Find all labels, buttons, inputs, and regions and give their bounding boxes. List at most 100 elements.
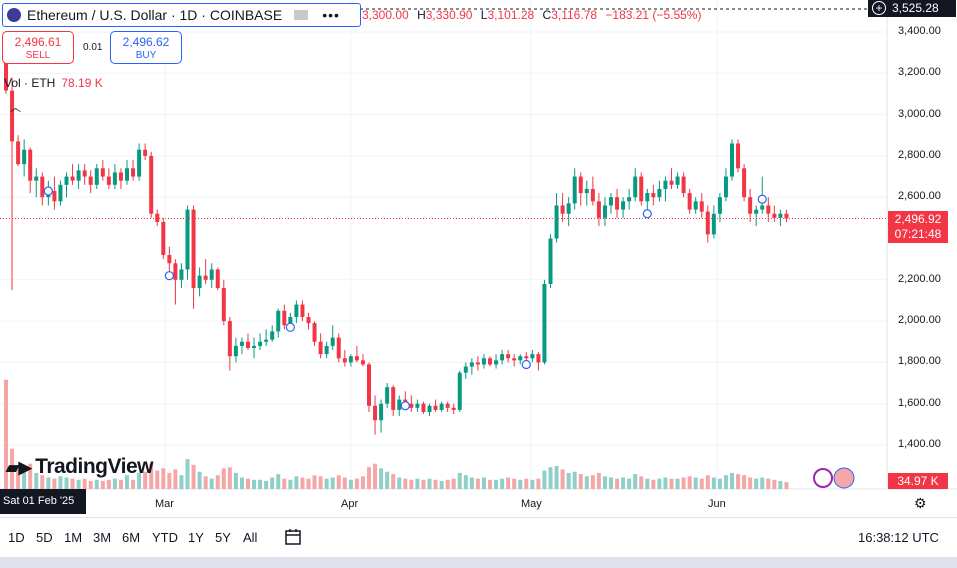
volume-bar (64, 477, 69, 489)
sell-button[interactable]: 2,496.61 SELL (2, 31, 74, 64)
close-value: 3,116.78 (551, 8, 598, 22)
flag-icon[interactable] (294, 10, 309, 20)
countdown-value: 07:21:48 (894, 227, 942, 241)
buy-button[interactable]: 2,496.62 BUY (110, 31, 182, 64)
candle-body (354, 356, 359, 361)
volume-bar (760, 477, 765, 489)
candle-body (197, 275, 202, 289)
volume-bar (360, 476, 365, 489)
tradingview-logo[interactable]: ▰▶ TradingView (6, 455, 153, 479)
volume-bar (379, 468, 384, 489)
sell-price: 2,496.61 (14, 35, 62, 49)
volume-bar (143, 471, 148, 489)
candle-body (488, 358, 492, 365)
tf-6m[interactable]: 6M (122, 530, 141, 545)
price-chart[interactable] (0, 0, 957, 517)
open-value: 3,300.00 (362, 8, 409, 22)
candle-body (16, 141, 21, 165)
symbol-header[interactable]: Ethereum / U.S. Dollar · 1D · COINBASE •… (2, 3, 361, 27)
candle-body (699, 201, 704, 212)
volume-bar (506, 477, 511, 489)
candle-body (536, 354, 541, 363)
volume-bar (76, 479, 81, 489)
candle-body (348, 356, 353, 363)
volume-bar (197, 471, 202, 489)
candle-body (542, 283, 547, 363)
candle-body (711, 213, 716, 235)
price-axis-label: 1,600.00 (898, 396, 941, 409)
volume-bar (330, 477, 335, 489)
tf-1m[interactable]: 1M (64, 530, 83, 545)
volume-bar (427, 478, 432, 489)
candle-body (209, 269, 214, 280)
tf-1d[interactable]: 1D (8, 530, 25, 545)
tf-3m[interactable]: 3M (93, 530, 112, 545)
volume-bar (288, 479, 293, 489)
symbol-title: Ethereum / U.S. Dollar · 1D · COINBASE (27, 7, 283, 23)
tf-ytd[interactable]: YTD (152, 530, 178, 545)
volume-bar (475, 478, 480, 489)
volume-bar (82, 478, 87, 489)
volume-bar (246, 478, 250, 489)
indicator-icons[interactable] (812, 466, 856, 495)
top-price-badge[interactable]: + 3,525.28 (868, 0, 956, 17)
candle-body (179, 269, 184, 280)
candle-body (621, 201, 626, 210)
volume-bar (784, 482, 789, 489)
volume-bar (669, 478, 674, 489)
x-label-may: May (521, 498, 542, 510)
volume-bar (566, 472, 571, 489)
x-label-apr: Apr (341, 498, 359, 510)
volume-bar (252, 479, 257, 489)
volume-bar (58, 476, 63, 489)
candle-body (276, 310, 281, 332)
volume-bar (554, 466, 559, 489)
candle-body (560, 205, 565, 214)
candle-body (64, 176, 69, 185)
more-icon[interactable]: ••• (322, 7, 340, 23)
low-value: 3,101.28 (487, 8, 535, 22)
candle-body (627, 197, 632, 202)
clock-readout[interactable]: 16:38:12 UTC (858, 530, 939, 545)
volume-bar (34, 472, 39, 489)
us-flag-icon (833, 467, 855, 489)
volume-bar (233, 472, 238, 489)
volume-bar (494, 479, 499, 489)
volume-bar (385, 471, 390, 489)
gear-icon[interactable]: ⚙ (914, 495, 927, 511)
plus-circle-icon[interactable]: + (872, 1, 886, 15)
volume-bar (481, 477, 486, 489)
volume-bar (112, 478, 117, 489)
tf-5y[interactable]: 5Y (215, 530, 231, 545)
volume-bar (70, 478, 75, 489)
candle-body (530, 354, 535, 359)
event-marker (164, 271, 174, 281)
volume-bar (742, 475, 747, 489)
tf-5d[interactable]: 5D (36, 530, 53, 545)
calendar-range-icon[interactable] (284, 528, 302, 546)
tf-1y[interactable]: 1Y (188, 530, 204, 545)
candle-body (645, 193, 650, 202)
last-price-value: 2,496.92 (894, 212, 942, 226)
candle-body (336, 337, 341, 359)
tf-all[interactable]: All (243, 530, 258, 545)
candle-body (125, 168, 129, 181)
volume-bar (137, 472, 142, 489)
candle-body (705, 211, 710, 235)
volume-bar (276, 474, 281, 489)
candle-body (88, 176, 93, 185)
top-price-value: 3,525.28 (892, 1, 939, 15)
volume-bar (203, 476, 208, 489)
volume-bar (488, 479, 492, 489)
volume-bar (306, 478, 311, 489)
volume-legend[interactable]: Vol · ETH 78.19 K (4, 76, 103, 90)
candle-body (264, 339, 269, 342)
collapse-chevron-icon[interactable]: ︿ (10, 102, 21, 114)
volume-bar (336, 475, 341, 489)
candle-body (717, 197, 722, 214)
candle-body (578, 176, 583, 194)
event-marker (642, 209, 652, 219)
price-axis-label: 3,000.00 (898, 107, 941, 120)
volume-bar (433, 479, 438, 489)
volume-bar (651, 479, 656, 489)
